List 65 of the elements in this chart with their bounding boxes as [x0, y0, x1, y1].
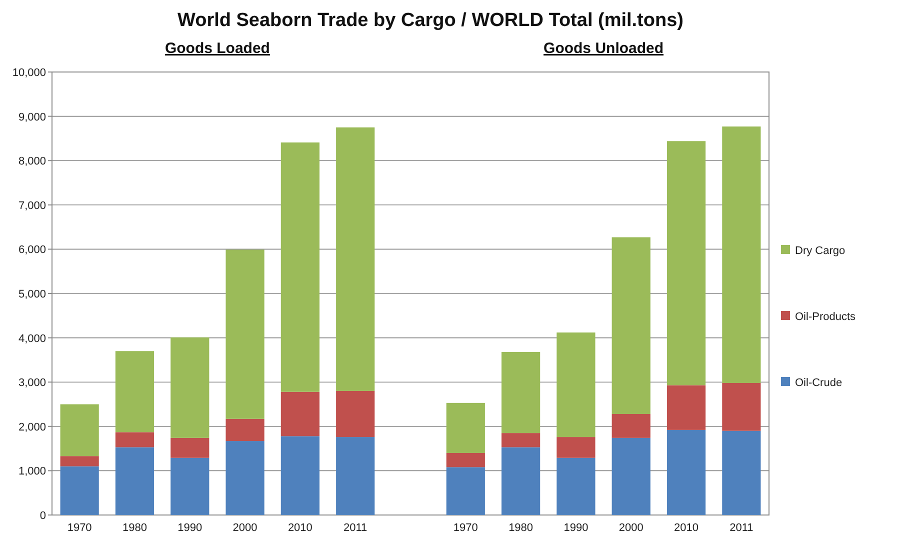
bar — [115, 432, 154, 448]
bar — [336, 437, 375, 515]
bar — [722, 382, 761, 431]
x-tick-label: 1980 — [122, 522, 147, 534]
chart-title: World Seaborn Trade by Cargo / WORLD Total (mil.tons) — [178, 10, 684, 31]
y-tick-label: 3,000 — [18, 377, 46, 390]
text: Goods Unloaded — [544, 40, 664, 57]
legend-label: Oil-Crude — [795, 377, 842, 389]
bar — [666, 141, 706, 386]
bar — [336, 390, 375, 438]
x-tick-label: 1990 — [564, 522, 588, 534]
bar — [502, 433, 540, 448]
bar — [336, 127, 375, 391]
y-tick-label: 4,000 — [18, 332, 46, 345]
text: Goods Loaded — [164, 40, 270, 57]
y-tick-label: 5,000 — [18, 288, 46, 300]
bar — [170, 438, 210, 458]
bar — [280, 436, 320, 515]
bar — [280, 392, 320, 436]
bar — [722, 430, 761, 515]
bar — [446, 402, 485, 453]
bar — [612, 438, 650, 515]
y-tick-label: 7,000 — [18, 200, 46, 212]
x-tick-label: 1970 — [67, 522, 92, 534]
y-tick-label: 1,000 — [18, 466, 46, 478]
y-tick-label: 6,000 — [18, 244, 46, 256]
x-tick-label: 2010 — [674, 522, 699, 534]
bar — [446, 452, 485, 468]
bar — [60, 456, 99, 466]
bar — [170, 458, 210, 515]
y-tick-label: 0 — [40, 510, 46, 522]
bar — [280, 142, 320, 392]
x-tick-label: 2011 — [730, 522, 754, 534]
bar — [115, 447, 154, 515]
bar — [612, 237, 650, 414]
y-tick-label: 9,000 — [18, 111, 46, 124]
y-tick-label: 10,000 — [12, 67, 46, 79]
bar — [115, 351, 154, 432]
bar — [612, 414, 650, 438]
bar — [556, 332, 596, 438]
bar — [60, 466, 99, 515]
x-tick-label: 1980 — [508, 522, 534, 534]
bar — [60, 404, 99, 456]
bar — [502, 447, 540, 515]
bar — [556, 437, 596, 458]
legend-label: Oil-Products — [795, 311, 856, 323]
bar — [722, 126, 761, 383]
x-tick-label: 1970 — [453, 522, 478, 534]
y-tick-label: 2,000 — [18, 421, 46, 434]
bar — [502, 352, 540, 434]
x-tick-label: 1990 — [178, 522, 202, 534]
bar — [666, 385, 706, 430]
x-tick-label: 2000 — [618, 522, 644, 534]
x-tick-label: 2011 — [344, 522, 368, 534]
bar — [446, 467, 485, 515]
bar — [666, 430, 706, 515]
bar — [226, 418, 264, 442]
bar — [556, 458, 596, 515]
x-tick-label: 2000 — [232, 522, 258, 534]
x-tick-label: 2010 — [288, 522, 312, 534]
bar — [226, 250, 264, 419]
bar — [226, 441, 264, 515]
bar — [170, 337, 210, 438]
y-tick-label: 8,000 — [18, 156, 46, 168]
legend-label: Dry Cargo — [795, 245, 846, 257]
